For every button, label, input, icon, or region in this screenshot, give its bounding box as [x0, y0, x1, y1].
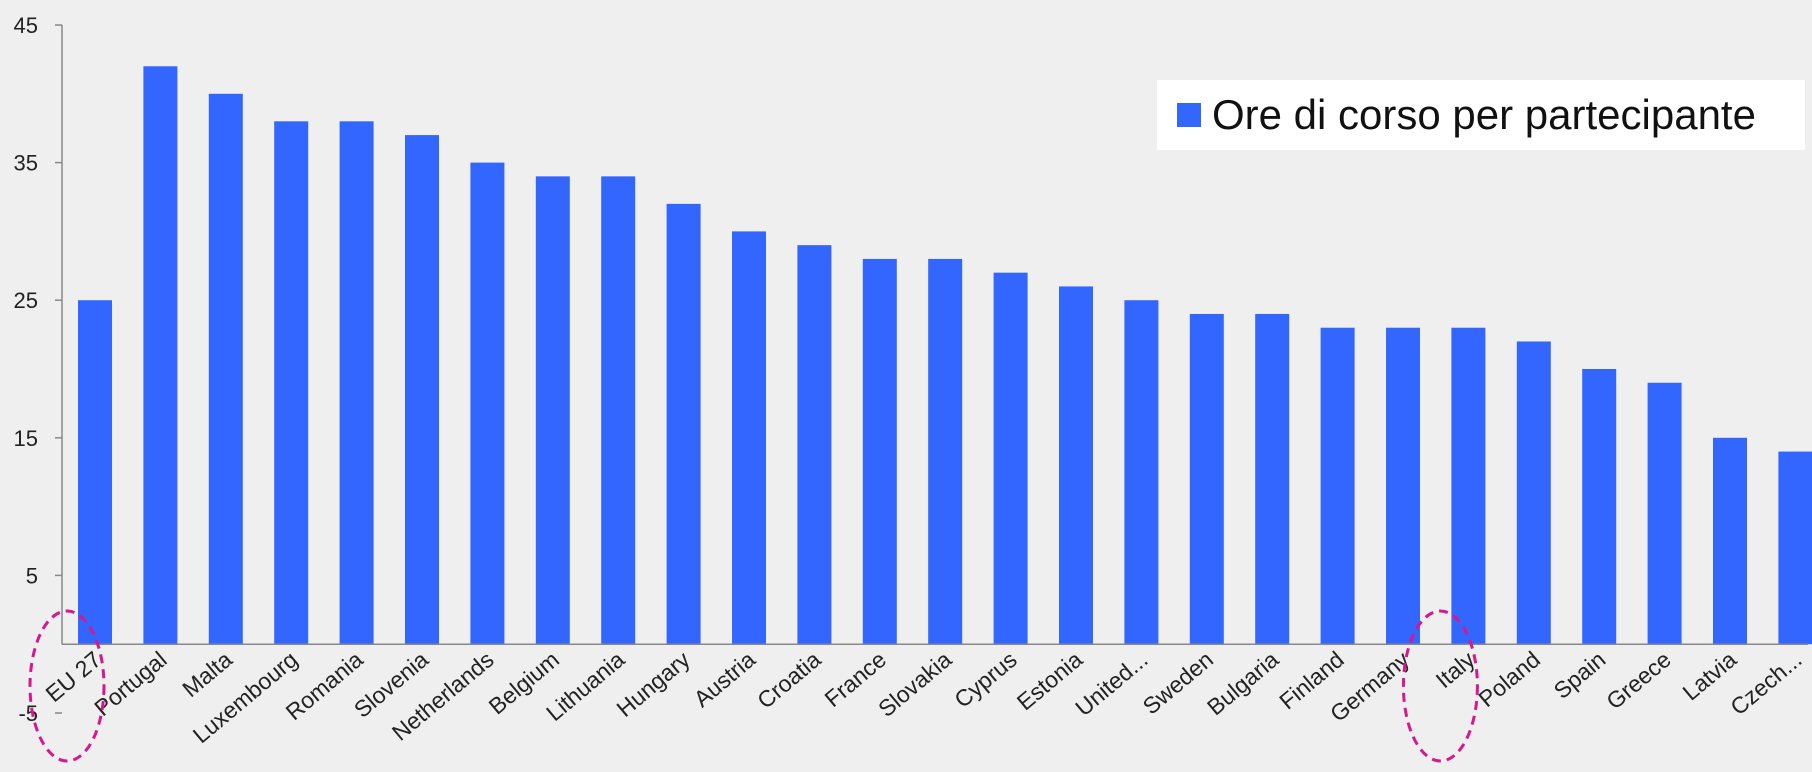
legend: Ore di corso per partecipante — [1157, 80, 1805, 150]
y-tick-label: 25 — [14, 288, 38, 313]
bar-romania — [339, 121, 374, 645]
axes-group — [61, 25, 1808, 645]
x-category-label: Poland — [1473, 646, 1545, 712]
legend-swatch — [1177, 103, 1201, 127]
x-category-label: Croatia — [752, 646, 826, 714]
bars-group — [78, 66, 1812, 645]
bar-portugal — [143, 66, 178, 645]
highlight-ellipse — [1401, 609, 1479, 763]
bar-finland — [1320, 327, 1355, 645]
x-category-label: Cyprus — [949, 646, 1022, 713]
bar-hungary — [666, 203, 701, 645]
y-tick-label: 35 — [14, 151, 38, 176]
highlight-ellipses-group — [28, 609, 1479, 763]
bar-germany — [1386, 327, 1420, 645]
bar-lithuania — [601, 176, 636, 645]
bar-croatia — [797, 245, 832, 645]
x-category-label: United... — [1070, 646, 1152, 721]
x-category-label: Hungary — [612, 646, 696, 722]
bar-slovenia — [405, 135, 439, 645]
bar-spain — [1582, 369, 1617, 645]
x-category-label: Slovakia — [873, 646, 956, 722]
bar-france — [862, 258, 897, 645]
x-category-label: Austria — [689, 646, 761, 712]
legend-label: Ore di corso per partecipante — [1212, 91, 1756, 138]
bar-italy — [1451, 327, 1486, 645]
bar-slovakia — [928, 258, 963, 645]
y-tick-label: 45 — [14, 13, 38, 38]
bar-latvia — [1713, 437, 1747, 645]
y-ticks-group: 45 35 25 15 5 -5 — [14, 13, 62, 726]
bar-bulgaria — [1255, 313, 1290, 645]
bar-austria — [732, 231, 766, 645]
x-category-label: Bulgaria — [1202, 646, 1284, 720]
x-category-label: Czech... — [1725, 646, 1806, 720]
bar-greece — [1647, 382, 1682, 645]
bar-cyprus — [993, 272, 1028, 645]
y-tick-label: 5 — [26, 563, 38, 588]
y-tick-label: 15 — [14, 426, 38, 451]
bar-netherlands — [470, 162, 505, 645]
bar-luxembourg — [274, 121, 309, 645]
bar-united — [1124, 300, 1159, 645]
x-category-label: Sweden — [1138, 646, 1218, 719]
bar-estonia — [1059, 286, 1093, 645]
bar-sweden — [1189, 313, 1224, 645]
bar-czech — [1778, 451, 1812, 645]
legend-box — [1157, 80, 1805, 150]
x-category-label: Italy — [1431, 646, 1480, 693]
bar-eu-27 — [78, 300, 112, 645]
x-category-label: Greece — [1601, 646, 1676, 714]
highlight-ellipse — [28, 609, 106, 763]
bar-poland — [1516, 341, 1551, 645]
bar-belgium — [535, 176, 570, 645]
y-tick-label: -5 — [18, 701, 38, 726]
bar-malta — [208, 93, 243, 645]
